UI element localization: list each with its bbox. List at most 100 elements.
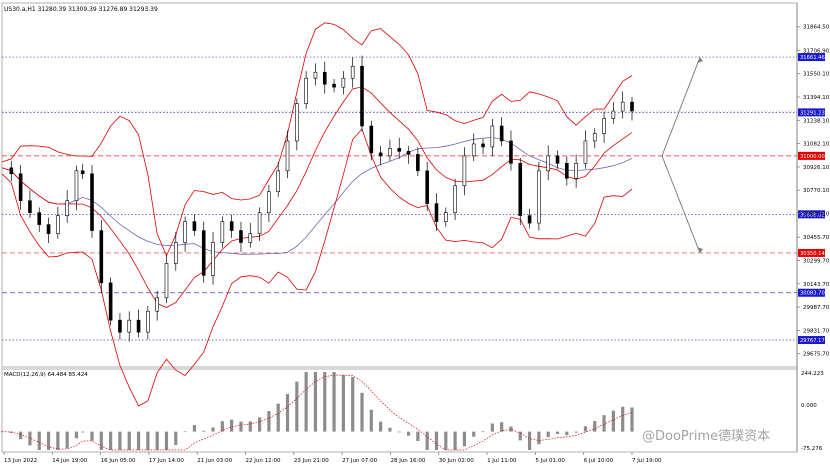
- y-tick-label: 30143.70: [803, 282, 830, 288]
- y-tick-label: 30614.10: [803, 212, 830, 218]
- level-tag: [798, 248, 825, 257]
- macd-bar: [509, 426, 513, 432]
- candle-body: [518, 163, 523, 216]
- candle-body: [406, 151, 411, 155]
- candle-body: [267, 191, 271, 213]
- macd-bar: [267, 411, 271, 432]
- candle-body: [248, 233, 253, 243]
- level-tag-label: 29767.17: [800, 338, 825, 344]
- macd-bar: [202, 430, 206, 432]
- macd-bar: [220, 421, 224, 432]
- macd-bar: [621, 406, 625, 432]
- macd-bar: [285, 393, 290, 432]
- candle-body: [164, 263, 169, 299]
- watermark: @DooPrime德璞资本: [642, 429, 770, 444]
- candle-body: [378, 152, 383, 157]
- macd-bar: [164, 431, 169, 450]
- candle-body: [369, 125, 374, 154]
- macd-bar: [323, 372, 327, 432]
- macd-bar: [46, 431, 51, 450]
- level-tag: [798, 288, 825, 297]
- candle-body: [443, 212, 448, 222]
- bollinger-upper: [1, 22, 633, 257]
- y-tick-label: 29675.70: [803, 352, 830, 358]
- x-tick-label: 23 Jun 21:00: [294, 458, 329, 464]
- candle-body: [173, 242, 178, 264]
- candle-body: [313, 71, 318, 79]
- macd-bar: [518, 431, 522, 441]
- candle-body: [350, 65, 355, 79]
- macd-axis-mid: 0.000: [801, 403, 817, 409]
- y-tick-label: 30770.10: [803, 188, 830, 194]
- x-tick-label: 13 Jun 2022: [4, 458, 37, 464]
- macd-bar: [65, 431, 69, 449]
- candle-body: [322, 71, 327, 85]
- candle-body: [481, 143, 485, 148]
- macd-bar: [397, 431, 401, 433]
- level-tag: [798, 210, 825, 219]
- candle-body: [118, 319, 122, 333]
- macd-bar: [434, 431, 439, 450]
- macd-bar: [360, 392, 364, 432]
- projection-down-arrow: [661, 155, 701, 254]
- macd-bar: [174, 431, 178, 446]
- macd-bar: [257, 417, 262, 432]
- x-tick-label: 14 Jun 19:00: [52, 458, 87, 464]
- macd-bar: [295, 381, 299, 432]
- macd-bar: [546, 431, 550, 438]
- x-tick-label: 28 Jun 16:00: [390, 458, 425, 464]
- y-tick-label: 29987.70: [803, 305, 830, 311]
- macd-bar: [74, 431, 79, 439]
- macd-bar: [276, 403, 280, 432]
- projection-arrowhead: [697, 246, 703, 253]
- macd-bar: [56, 431, 60, 450]
- macd-bar: [90, 431, 94, 441]
- macd-bar: [19, 431, 23, 440]
- candle-body: [434, 203, 439, 222]
- candle-body: [537, 170, 541, 224]
- macd-bar: [490, 423, 494, 432]
- candle-body: [211, 242, 215, 276]
- candle-body: [341, 77, 346, 88]
- candle-body: [65, 200, 69, 216]
- x-tick-label: 7 Jul 19:00: [632, 458, 662, 464]
- candle-body: [108, 282, 113, 321]
- macd-bar: [425, 431, 429, 450]
- candle-body: [304, 77, 308, 104]
- macd-bar: [136, 431, 141, 450]
- macd-bar: [37, 431, 41, 450]
- macd-bar: [127, 431, 131, 450]
- candle-body: [285, 140, 290, 172]
- x-tick-label: 21 Jun 03:00: [197, 458, 232, 464]
- candle-body: [9, 167, 14, 175]
- candle-body: [565, 163, 569, 179]
- macd-label: MACD(12,26,9) 64.484 85.424: [4, 372, 88, 378]
- macd-bar: [527, 431, 532, 450]
- candle-body: [388, 148, 392, 157]
- y-tick-label: 29831.70: [803, 328, 830, 334]
- candle-body: [453, 185, 457, 213]
- y-tick-label: 31082.10: [803, 142, 830, 148]
- macd-bar: [332, 372, 336, 432]
- x-tick-label: 30 Jun 02:00: [439, 458, 474, 464]
- macd-bar: [593, 421, 597, 432]
- y-tick-label: 31394.10: [803, 95, 830, 101]
- level-tag-label: 31000.00: [800, 154, 825, 160]
- candle-body: [416, 154, 420, 172]
- macd-signal-line: [1, 374, 633, 451]
- candle-body: [28, 200, 32, 213]
- candle-body: [74, 170, 79, 201]
- macd-bar: [630, 407, 634, 432]
- macd-bar: [183, 431, 187, 433]
- x-tick-label: 22 Jun 12:00: [246, 458, 281, 464]
- macd-bar: [602, 415, 606, 432]
- macd-bar: [146, 431, 150, 450]
- candle-body: [574, 163, 578, 179]
- y-tick-label: 31864.50: [803, 25, 830, 31]
- candle-body: [360, 65, 364, 127]
- macd-bar: [565, 431, 569, 436]
- y-tick-label: 30455.70: [803, 235, 830, 241]
- level-tag: [798, 108, 825, 117]
